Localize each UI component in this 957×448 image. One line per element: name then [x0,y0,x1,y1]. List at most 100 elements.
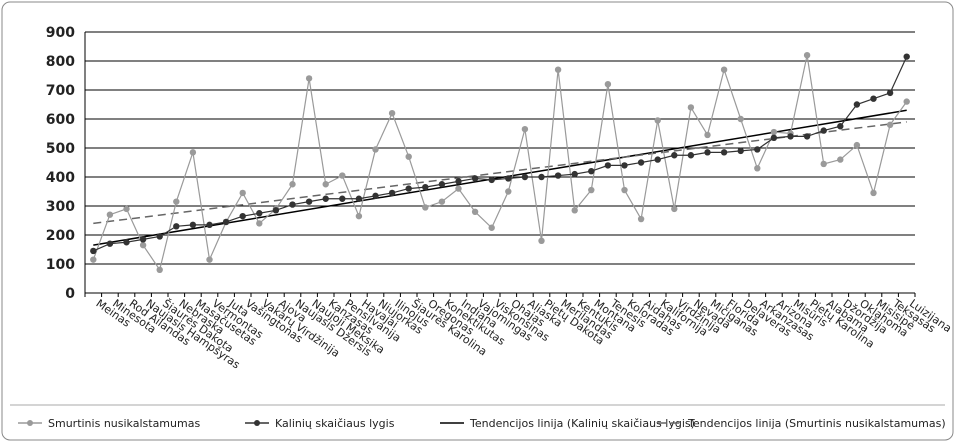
point [637,215,645,223]
point [189,221,197,229]
point [820,127,827,134]
point [554,172,562,179]
point [488,224,495,231]
point [654,156,661,163]
point [687,152,695,159]
point [505,175,512,182]
y-tick-label: 200 [46,228,75,244]
point [571,207,578,214]
point [256,210,263,217]
point [206,256,213,263]
point [571,170,578,178]
series-line [93,56,908,252]
point [438,181,446,188]
y-tick-label: 400 [46,170,75,186]
point [339,195,346,202]
point [704,131,711,139]
point [106,211,114,218]
legend-label: Tendencijos linija (Kalinių skaičiaus ly… [469,417,695,430]
point [754,146,761,153]
y-tick-label: 700 [46,83,75,99]
point [206,221,213,229]
point [554,66,562,73]
point [903,53,910,60]
point [123,205,130,213]
y-tick-label: 100 [46,257,75,273]
point [173,223,180,230]
point [538,173,545,181]
point [737,115,744,123]
point [720,66,728,73]
point [538,237,545,244]
point [272,207,280,214]
point [604,162,612,169]
point [737,147,744,155]
legend-label: Tendencijos linija (Smurtinis nusikalsta… [687,417,946,430]
point [837,123,844,130]
point [422,183,429,191]
point [339,172,346,179]
point [754,165,761,172]
legend-label: Kalinių skaičiaus lygis [275,417,395,430]
point [720,149,728,156]
point [405,185,412,192]
point [621,162,628,169]
point [156,266,163,273]
point [289,181,296,188]
point [803,52,811,59]
point [256,220,263,227]
point [671,152,678,159]
legend-marker [254,420,260,426]
point [471,208,479,215]
point [189,149,197,156]
point [671,205,678,213]
point [637,159,645,166]
point [305,75,313,82]
point [438,198,446,205]
legend-marker [27,420,33,426]
point [106,240,114,247]
point [422,204,429,211]
point [322,195,329,202]
point [305,198,313,205]
point [239,189,246,197]
y-tick-label: 300 [46,199,75,215]
point [588,186,595,194]
point [853,141,861,149]
point [787,133,794,140]
point [803,133,811,140]
y-tick-label: 800 [46,54,75,70]
point [372,192,379,200]
point [405,153,412,160]
point [521,173,529,181]
point [886,121,894,128]
point [455,185,462,192]
point [289,201,296,208]
point [139,236,147,243]
point [90,256,97,263]
frame [1,1,954,441]
legend-label: Smurtinis nusikalstamumas [48,417,200,430]
point [604,81,612,88]
point [621,186,628,194]
point [853,101,861,108]
point [770,134,778,142]
point [886,89,894,97]
point [173,198,180,205]
point [123,239,130,246]
point [239,212,246,220]
point [770,128,778,136]
point [355,195,363,202]
point [654,117,661,124]
point [588,168,595,175]
point [372,146,379,153]
y-tick-label: 600 [46,112,75,128]
point [488,176,495,184]
point [156,233,163,240]
point [505,188,512,195]
point [388,110,396,117]
y-tick-label: 0 [65,286,75,302]
series-line [92,55,908,272]
trend-line [93,109,907,246]
